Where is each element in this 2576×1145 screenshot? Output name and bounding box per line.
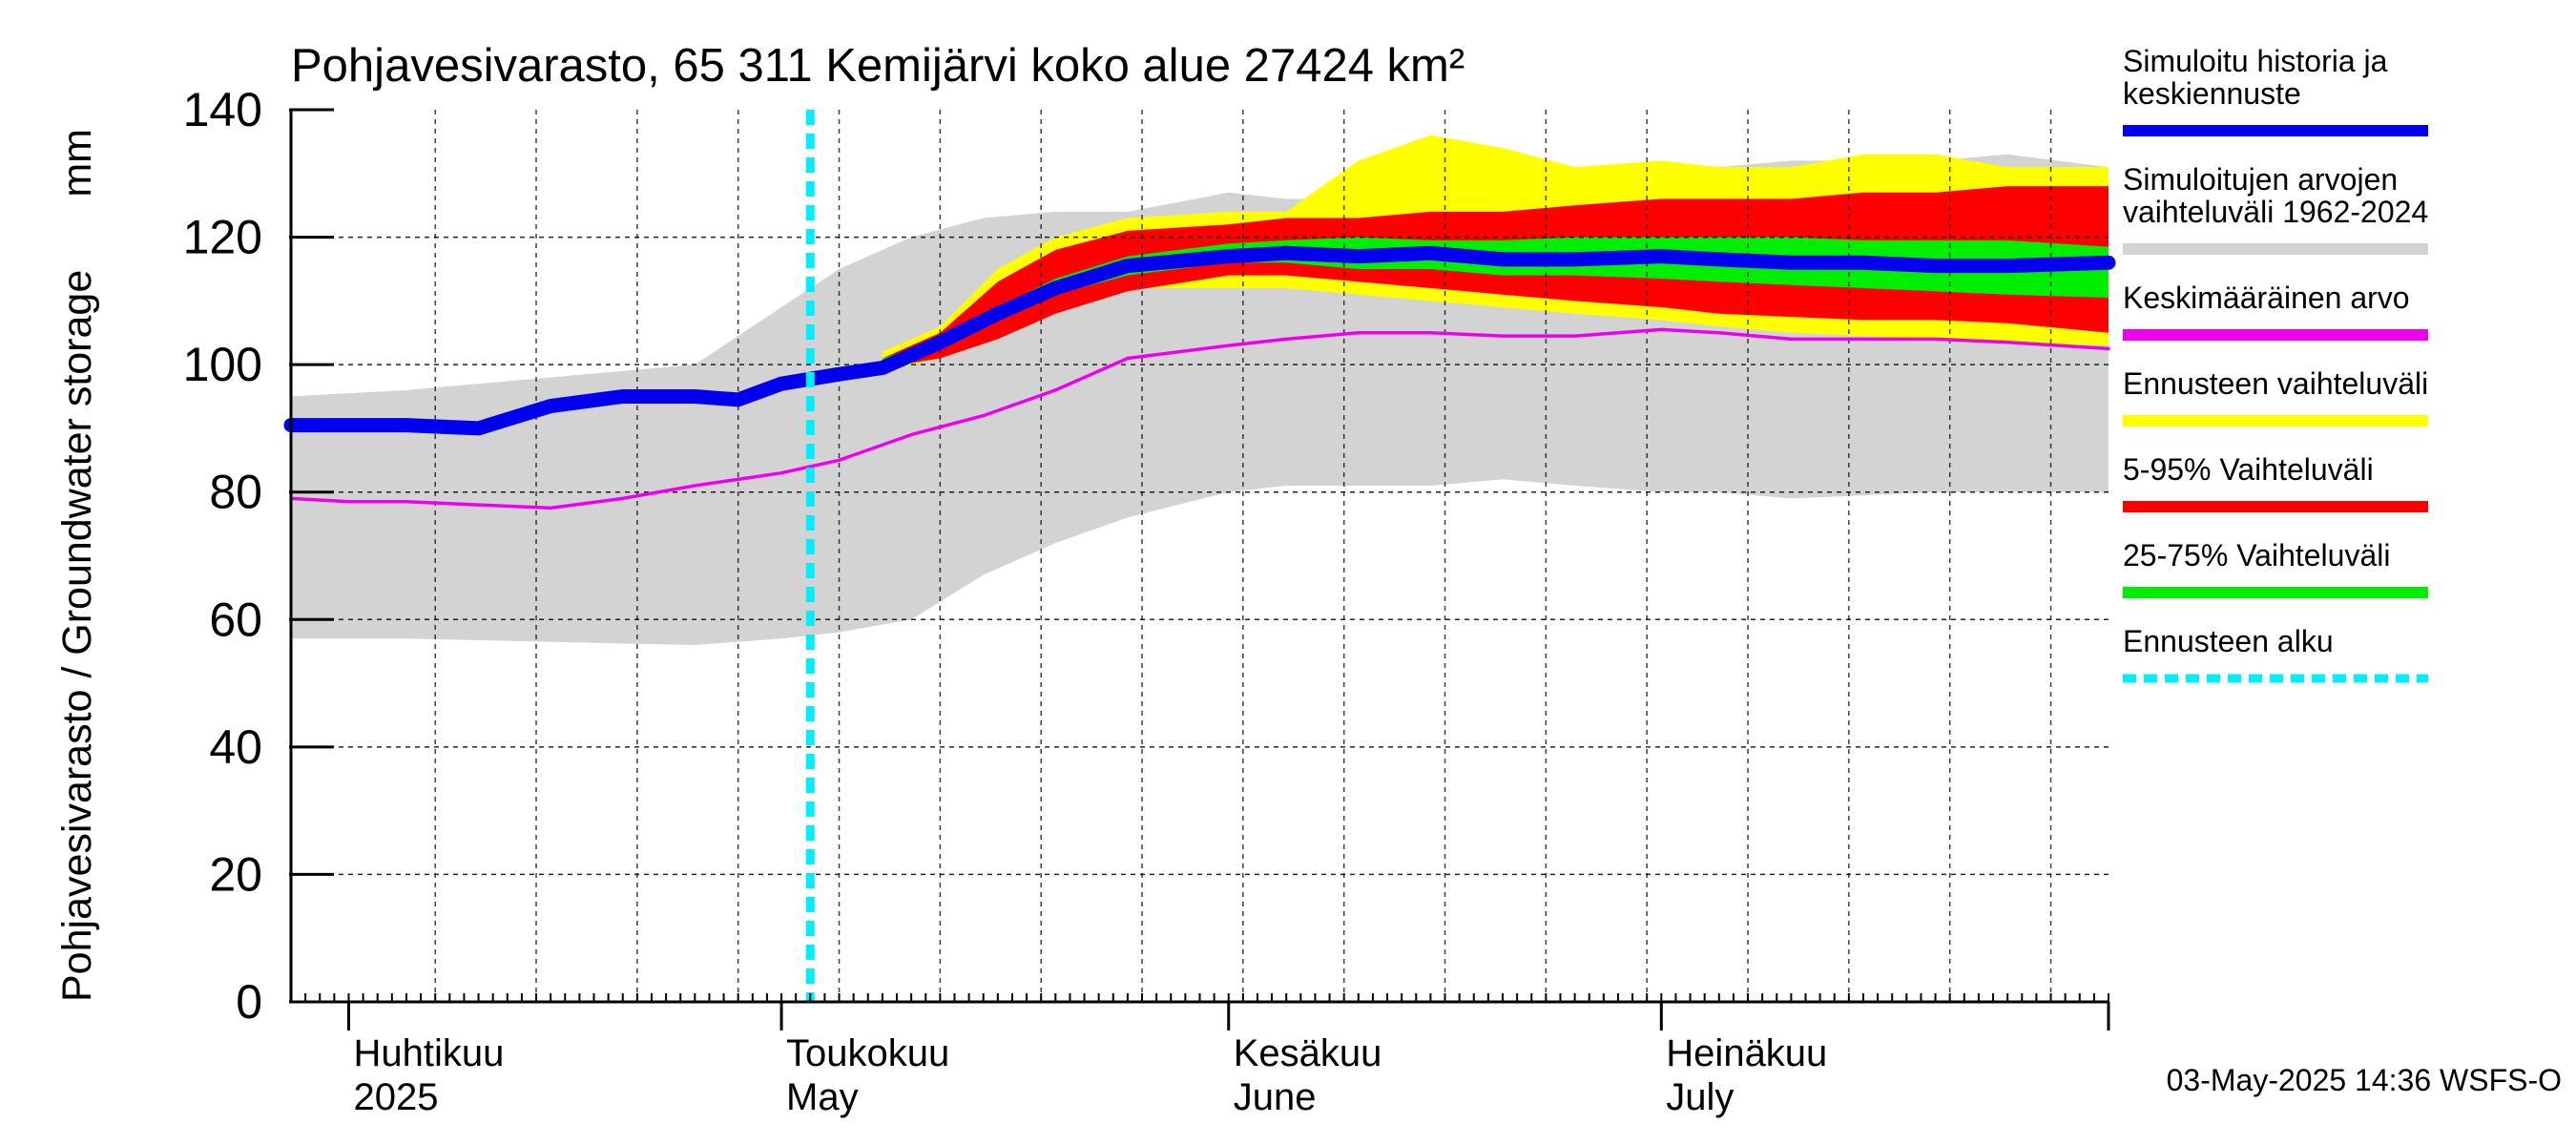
month-label-fi: Toukokuu: [786, 1032, 949, 1074]
y-tick-label-140: 140: [183, 83, 262, 136]
line-simuloitu-historia-ja-keskiennuste: [283, 245, 2116, 436]
y-tick-label-120: 120: [183, 211, 262, 264]
legend-label-25-75-vaihteluvali: 25-75% Vaihteluväli: [2123, 538, 2390, 572]
line-keskimaarainen-arvo: [289, 327, 2110, 510]
legend-label-5-95-vaihteluvali: 5-95% Vaihteluväli: [2123, 452, 2374, 487]
month-label-fi: Kesäkuu: [1234, 1032, 1382, 1074]
y-tick-label-20: 20: [209, 847, 262, 901]
y-axis-unit: mm: [54, 129, 100, 198]
month-label-en: June: [1234, 1076, 1317, 1118]
chart-title: Pohjavesivarasto, 65 311 Kemijärvi koko …: [291, 40, 1465, 92]
legend-label-keskimaarainen-arvo: Keskimääräinen arvo: [2123, 281, 2410, 315]
y-axis-label: Pohjavesivarasto / Groundwater storage: [54, 270, 100, 1002]
line-layer: [283, 110, 2116, 1002]
legend-label-simuloitu-historia-ja-keskiennuste: keskiennuste: [2123, 76, 2301, 111]
y-tick-label-60: 60: [209, 593, 262, 646]
band-5-95-vaihteluvali: [882, 186, 2109, 368]
y-tick-label-40: 40: [209, 720, 262, 774]
month-label-fi: Huhtikuu: [353, 1032, 504, 1074]
month-label-en: July: [1666, 1076, 1734, 1118]
footer-timestamp: 03-May-2025 14:36 WSFS-O: [2167, 1063, 2562, 1097]
month-label-en: 2025: [353, 1076, 438, 1118]
legend-label-simuloitujen-arvojen-vaihteluvali-1962-2024: vaihteluväli 1962-2024: [2123, 195, 2428, 229]
month-label-en: May: [786, 1076, 859, 1118]
legend-label-ennusteen-vaihteluvali: Ennusteen vaihteluväli: [2123, 366, 2428, 401]
band-layer: [291, 135, 2109, 646]
y-tick-label-80: 80: [209, 466, 262, 519]
legend-label-ennusteen-alku: Ennusteen alku: [2123, 624, 2334, 658]
legend-label-simuloitu-historia-ja-keskiennuste: Simuloitu historia ja: [2123, 44, 2388, 78]
y-tick-label-0: 0: [236, 975, 262, 1029]
grid-layer: [291, 110, 2109, 1002]
month-label-fi: Heinäkuu: [1666, 1032, 1827, 1074]
y-tick-label-100: 100: [183, 338, 262, 391]
legend-label-simuloitujen-arvojen-vaihteluvali-1962-2024: Simuloitujen arvojen: [2123, 162, 2398, 197]
